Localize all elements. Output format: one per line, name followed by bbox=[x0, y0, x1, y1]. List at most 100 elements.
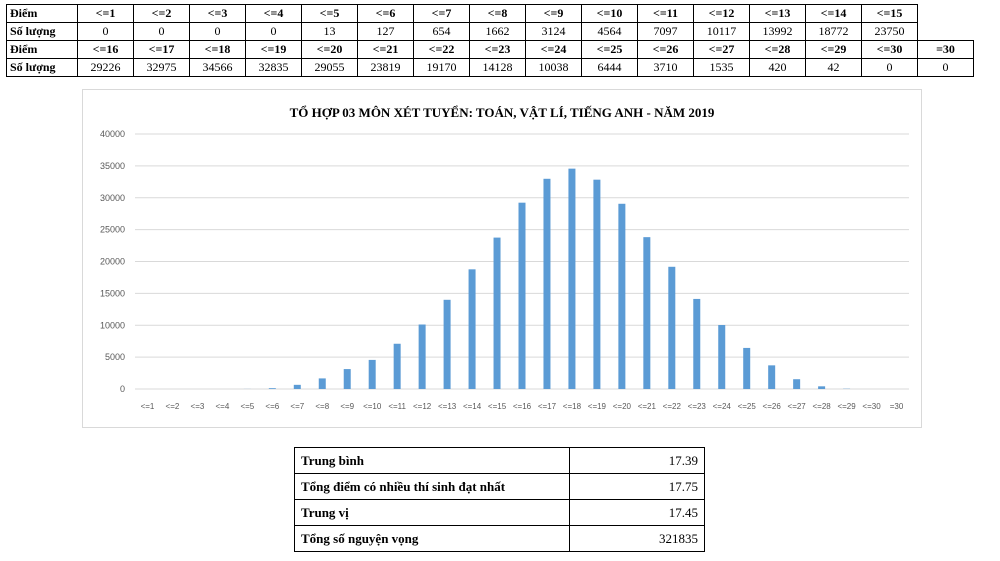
y-tick-label: 5000 bbox=[105, 352, 125, 362]
count-cell: 654 bbox=[413, 22, 470, 41]
count-cell: 32975 bbox=[133, 58, 190, 77]
count-cell: 3710 bbox=[637, 58, 694, 77]
count-cell: 127 bbox=[357, 22, 414, 41]
x-tick-label: <=13 bbox=[438, 402, 457, 411]
bar bbox=[443, 299, 451, 389]
x-tick-label: <=28 bbox=[812, 402, 831, 411]
count-cell: 0 bbox=[133, 22, 190, 41]
x-tick-label: <=10 bbox=[363, 402, 382, 411]
bar bbox=[768, 365, 776, 389]
count-cell: 0 bbox=[917, 58, 974, 77]
stat-label: Trung vị bbox=[294, 499, 570, 526]
count-cell: 7097 bbox=[637, 22, 694, 41]
x-tick-label: <=3 bbox=[191, 402, 205, 411]
count-cell: 1535 bbox=[693, 58, 750, 77]
y-tick-label: 30000 bbox=[100, 193, 125, 203]
x-tick-label: <=21 bbox=[638, 402, 657, 411]
count-cell: 29055 bbox=[301, 58, 358, 77]
count-cell: 32835 bbox=[245, 58, 302, 77]
count-cell: 29226 bbox=[77, 58, 134, 77]
x-tick-label: <=19 bbox=[588, 402, 607, 411]
row-label: Điểm bbox=[6, 4, 78, 23]
count-cell: 0 bbox=[77, 22, 134, 41]
count-cell: 19170 bbox=[413, 58, 470, 77]
stats-row: Trung bình 17.39 bbox=[294, 447, 705, 474]
x-tick-label: <=20 bbox=[613, 402, 632, 411]
score-header-cell: <=24 bbox=[525, 40, 582, 59]
y-tick-label: 20000 bbox=[100, 257, 125, 267]
count-cell: 23750 bbox=[861, 22, 918, 41]
score-header-cell: <=30 bbox=[861, 40, 918, 59]
x-tick-label: <=17 bbox=[538, 402, 557, 411]
score-header-cell: <=2 bbox=[133, 4, 190, 23]
x-axis-ticks: <=1 <=2 <=3 <=4 <=5 <=6 <=7 <=8 <=9 <=10 <=11 <=12 <… bbox=[141, 402, 904, 411]
y-tick-label: 10000 bbox=[100, 320, 125, 330]
count-cell: 0 bbox=[189, 22, 246, 41]
x-tick-label: <=1 bbox=[141, 402, 155, 411]
score-header-cell: <=4 bbox=[245, 4, 302, 23]
stats-row: Trung vị 17.45 bbox=[294, 499, 705, 526]
bars bbox=[243, 168, 851, 389]
row-label: Số lượng bbox=[6, 22, 78, 41]
x-tick-label: <=30 bbox=[862, 402, 881, 411]
bar bbox=[543, 178, 551, 389]
x-tick-label: =30 bbox=[890, 402, 904, 411]
x-tick-label: <=23 bbox=[688, 402, 707, 411]
bar bbox=[293, 384, 301, 389]
bar bbox=[318, 378, 326, 389]
score-header-cell: <=15 bbox=[861, 4, 918, 23]
count-cell: 3124 bbox=[525, 22, 582, 41]
count-cell: 14128 bbox=[469, 58, 526, 77]
bar bbox=[818, 386, 826, 389]
chart-frame: TỔ HỢP 03 MÔN XÉT TUYỂN: TOÁN, VẬT LÍ, T… bbox=[82, 89, 922, 428]
x-tick-label: <=9 bbox=[340, 402, 354, 411]
count-cell: 1662 bbox=[469, 22, 526, 41]
row-label: Số lượng bbox=[6, 58, 78, 77]
score-header-cell: <=6 bbox=[357, 4, 414, 23]
y-axis-ticks: 0 5000 10000 15000 20000 25000 30000 35000 40000 bbox=[100, 129, 125, 394]
x-tick-label: <=14 bbox=[463, 402, 482, 411]
count-cell: 0 bbox=[861, 58, 918, 77]
score-header-cell: <=23 bbox=[469, 40, 526, 59]
count-cell: 13 bbox=[301, 22, 358, 41]
score-header-cell: <=14 bbox=[805, 4, 862, 23]
score-header-cell: <=11 bbox=[637, 4, 694, 23]
count-cell: 420 bbox=[749, 58, 806, 77]
x-tick-label: <=4 bbox=[215, 402, 229, 411]
count-cell: 13992 bbox=[749, 22, 806, 41]
stat-value: 321835 bbox=[569, 525, 705, 552]
score-header-cell: <=8 bbox=[469, 4, 526, 23]
score-header-cell: =30 bbox=[917, 40, 974, 59]
bar bbox=[593, 179, 601, 389]
bar bbox=[618, 203, 626, 389]
bar bbox=[368, 359, 376, 389]
score-header-cell: <=29 bbox=[805, 40, 862, 59]
count-cell: 6444 bbox=[581, 58, 638, 77]
x-tick-label: <=5 bbox=[240, 402, 254, 411]
score-header-cell: <=13 bbox=[749, 4, 806, 23]
stats-row: Tổng điểm có nhiều thí sinh đạt nhất 17.7… bbox=[294, 473, 705, 500]
bar bbox=[643, 237, 651, 389]
bar bbox=[693, 298, 701, 389]
bar bbox=[568, 168, 576, 389]
count-cell: 0 bbox=[245, 22, 302, 41]
score-header-cell: <=7 bbox=[413, 4, 470, 23]
stat-label: Trung bình bbox=[294, 447, 570, 474]
chart-title: TỔ HỢP 03 MÔN XÉT TUYỂN: TOÁN, VẬT LÍ, T… bbox=[290, 105, 715, 120]
bar bbox=[418, 324, 426, 389]
score-header-cell: <=19 bbox=[245, 40, 302, 59]
score-distribution-table: Điểm <=1 <=2 <=3 <=4 <=5 <=6 <=7 <=8 <=9 <=10 <=11 <… bbox=[6, 4, 974, 77]
bar bbox=[743, 347, 751, 389]
bar bbox=[393, 343, 401, 389]
x-tick-label: <=26 bbox=[763, 402, 782, 411]
score-header-cell: <=28 bbox=[749, 40, 806, 59]
x-tick-label: <=16 bbox=[513, 402, 532, 411]
score-header-cell: <=17 bbox=[133, 40, 190, 59]
stat-value: 17.75 bbox=[569, 473, 705, 500]
bar-chart: TỔ HỢP 03 MÔN XÉT TUYỂN: TOÁN, VẬT LÍ, T… bbox=[100, 105, 909, 411]
score-header-row-1: Điểm <=1 <=2 <=3 <=4 <=5 <=6 <=7 <=8 <=9 <=10 <=11 <… bbox=[6, 4, 974, 23]
score-header-cell: <=1 bbox=[77, 4, 134, 23]
count-cell: 10038 bbox=[525, 58, 582, 77]
count-cell: 42 bbox=[805, 58, 862, 77]
y-tick-label: 40000 bbox=[100, 129, 125, 139]
